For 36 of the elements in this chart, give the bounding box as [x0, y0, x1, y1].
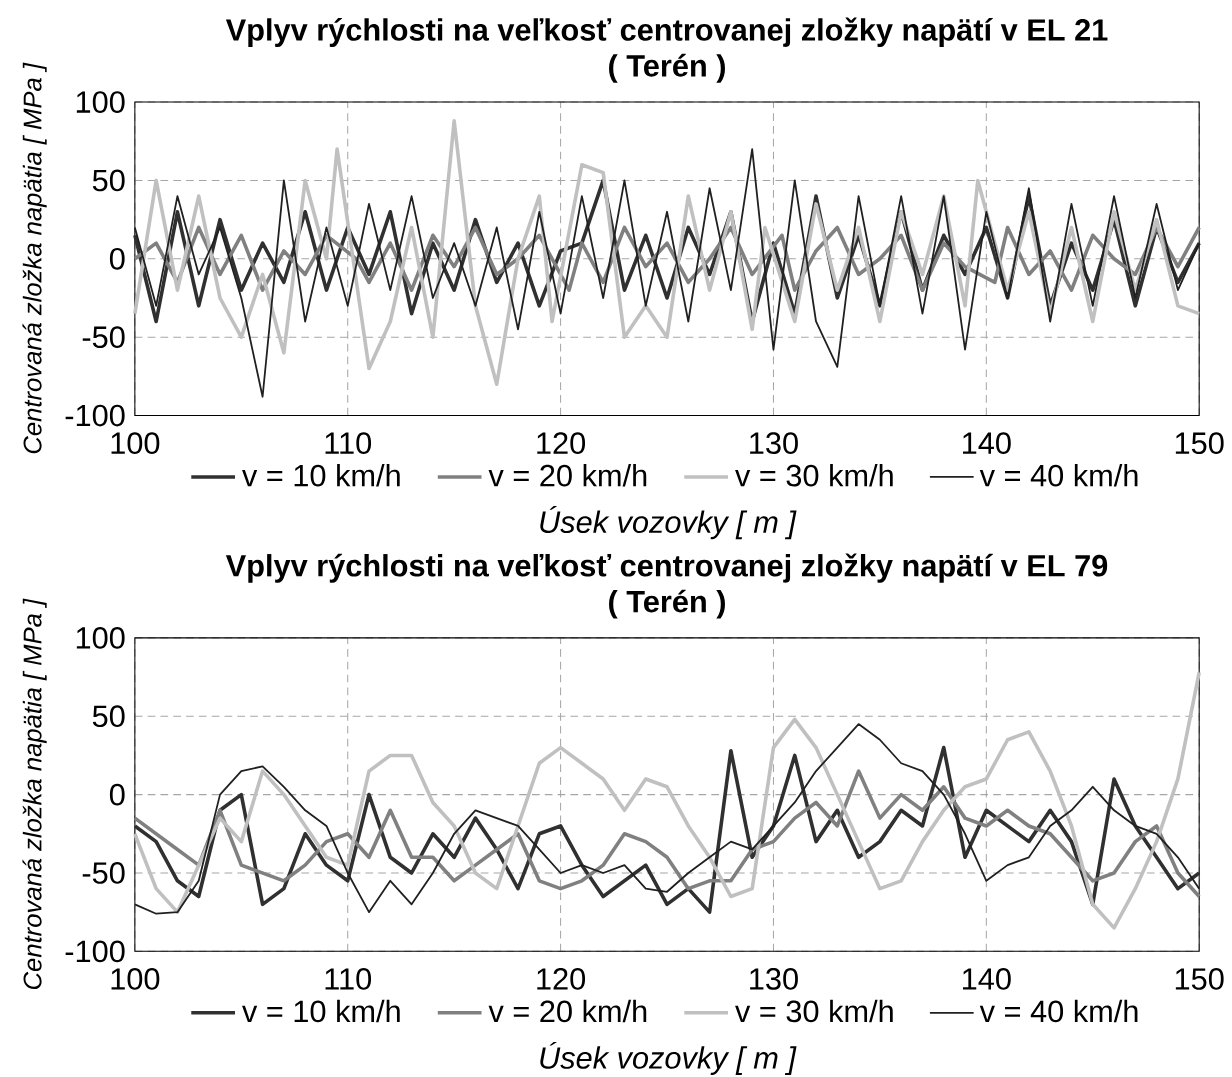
- x-tick-label: 120: [537, 432, 586, 455]
- chart-subtitle: ( Terén ): [609, 53, 725, 83]
- chart-title: Vplyv rýchlosti na veľkosť centrovanej zložky napätí v EL 79: [225, 553, 1108, 583]
- x-tick-label: 120: [537, 968, 586, 990]
- legend-label: v = 40 km/h: [979, 999, 1138, 1023]
- y-tick-label: 50: [92, 705, 125, 728]
- y-tick-label: 100: [76, 627, 125, 649]
- x-tick-label: 110: [325, 968, 372, 990]
- chart-title: Vplyv rýchlosti na veľkosť centrovanej zložky napätí v EL 21: [225, 17, 1108, 48]
- legend-label: v = 30 km/h: [735, 464, 893, 487]
- y-tick-label: -100: [65, 940, 125, 963]
- legend-label: v = 30 km/h: [735, 999, 893, 1023]
- y-tick-label: 0: [109, 248, 125, 270]
- legend-label: v = 20 km/h: [488, 999, 647, 1023]
- x-tick-label: 140: [963, 432, 1011, 455]
- legend-label: v = 20 km/h: [488, 464, 647, 487]
- y-tick-label: 50: [92, 169, 125, 192]
- x-axis-title: Úsek vozovky [ m ]: [540, 506, 797, 540]
- legend-label: v = 10 km/h: [242, 464, 400, 487]
- y-axis-title: Centrovaná zložka napätia [ MPa ]: [22, 62, 47, 454]
- y-tick-label: -50: [82, 326, 125, 349]
- y-axis-title: Centrovaná zložka napätia [ MPa ]: [22, 598, 47, 990]
- y-tick-label: 0: [109, 783, 125, 806]
- x-tick-label: 110: [325, 432, 372, 455]
- x-axis-title: Úsek vozovky [ m ]: [540, 1042, 797, 1076]
- legend-label: v = 40 km/h: [979, 464, 1138, 487]
- x-tick-label: 130: [750, 968, 798, 990]
- x-tick-label: 150: [1175, 968, 1224, 990]
- y-tick-label: 100: [76, 91, 125, 114]
- y-tick-label: -50: [82, 862, 125, 884]
- chart-subtitle: ( Terén ): [609, 589, 725, 619]
- x-tick-label: 140: [963, 968, 1011, 990]
- legend-label: v = 10 km/h: [242, 999, 400, 1023]
- x-tick-label: 130: [750, 432, 798, 455]
- x-tick-label: 150: [1175, 432, 1224, 455]
- y-tick-label: -100: [65, 404, 125, 427]
